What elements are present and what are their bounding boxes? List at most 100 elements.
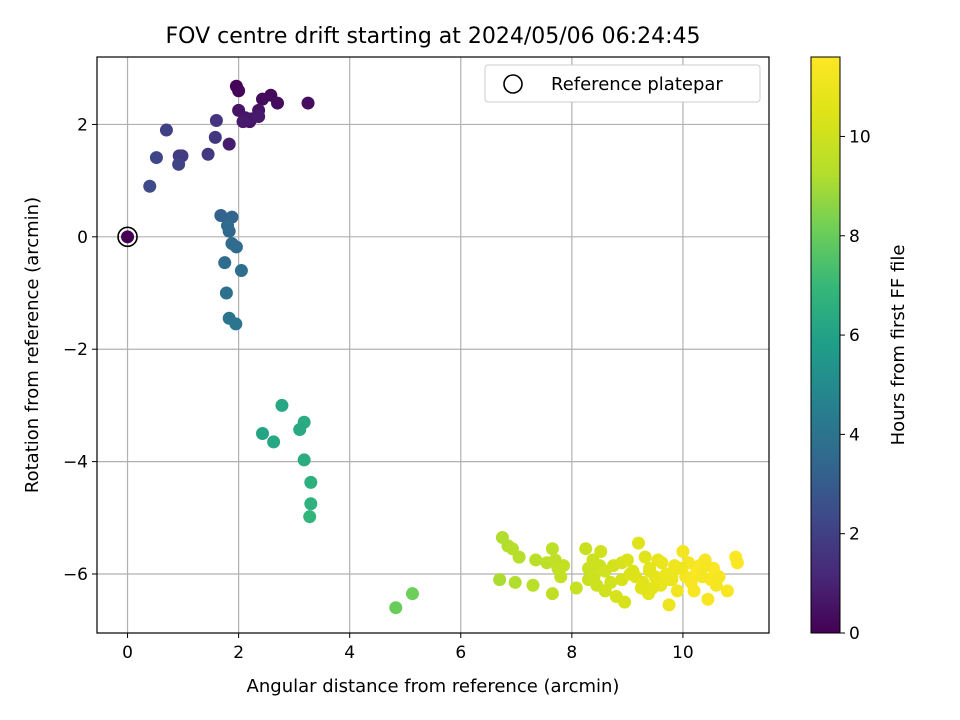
scatter-point [655,556,669,570]
scatter-point [730,556,744,570]
colorbar-ticks: 0 2 4 6 8 10 [840,127,871,644]
scatter-point [149,151,163,165]
scatter-point [529,553,543,567]
scatter-point [208,130,222,144]
scatter-point [512,550,526,564]
y-tick-label: −6 [63,565,88,585]
scatter-point [304,497,318,511]
scatter-point [676,545,690,559]
scatter-point [234,264,248,278]
scatter-point [587,570,601,584]
scatter-point [670,584,684,598]
scatter-point [695,570,709,584]
scatter-point [620,553,634,567]
scatter-point [675,561,689,575]
scatter-point [712,570,726,584]
scatter-point [389,601,403,615]
scatter-point [618,595,632,609]
reference-ring [117,226,138,248]
colorbar-tick-label: 6 [849,326,860,346]
scatter-point [221,219,235,233]
scatter-point [631,536,645,550]
colorbar-gradient [810,56,841,634]
scatter-point [662,598,676,612]
x-tick-label: 4 [344,643,355,663]
reference-point [121,230,135,244]
scatter-point [579,542,593,556]
scatter-point [557,559,571,573]
y-tick-label: 0 [77,228,88,248]
scatter-point [569,581,583,595]
scatter-point [623,567,637,581]
scatter-points [143,79,744,615]
legend-marker [503,74,523,94]
legend-box [484,64,761,103]
scatter-point [218,256,232,270]
scatter-point [554,570,568,584]
y-ticks: −6 −4 −2 0 2 [63,115,97,585]
scatter-point [229,240,243,254]
scatter-point [594,545,608,559]
colorbar-tick-label: 10 [849,127,871,147]
colorbar-tick-label: 2 [849,525,860,545]
x-tick-label: 8 [566,643,577,663]
scatter-point [229,317,243,331]
x-tick-label: 0 [122,643,133,663]
scatter-point [493,573,507,587]
scatter-point [275,398,289,412]
scatter-point [508,575,522,589]
scatter-point [701,592,715,606]
scatter-point [297,453,311,467]
scatter-point [256,92,270,106]
colorbar-tick-label: 8 [849,227,860,247]
scatter-point [303,510,317,524]
grid [97,57,769,633]
scatter-point [201,147,215,161]
colorbar-tick-label: 4 [849,425,860,445]
scatter-point [252,110,266,124]
scatter-point [720,584,734,598]
scatter-point [232,84,246,98]
y-tick-label: −4 [63,453,88,473]
scatter-point [301,96,315,110]
scatter-point [643,564,657,578]
scatter-point [219,286,233,300]
scatter-point [545,587,559,601]
scatter-point [256,427,270,441]
chart-title: FOV centre drift starting at 2024/05/06 … [166,24,701,49]
x-tick-label: 10 [672,643,694,663]
legend-entry: Reference platepar [551,74,723,95]
scatter-point [526,578,540,592]
scatter-point [304,475,318,489]
x-tick-label: 6 [455,643,466,663]
scatter-point [209,114,223,128]
scatter-point [699,559,713,573]
plot-frame [96,56,770,634]
scatter-point [293,423,307,437]
x-tick-label: 2 [233,643,244,663]
scatter-point [267,435,281,449]
scatter-point [638,550,652,564]
scatter-point [545,542,559,556]
y-tick-label: −2 [63,340,88,360]
scatter-point [662,573,676,587]
colorbar-label: Hours from first FF file [888,245,909,446]
scatter-point [270,96,284,110]
scatter-point [645,581,659,595]
scatter-point [634,581,648,595]
colorbar-tick-label: 0 [849,624,860,644]
scatter-point [172,157,186,171]
scatter-point [405,587,419,601]
scatter-point [222,137,236,151]
legend: Reference platepar [484,64,761,103]
colorbar: 0 2 4 6 8 10 Hours from first FF file [810,56,909,644]
scatter-point [598,564,612,578]
scatter-point [236,115,250,129]
scatter-point [604,575,618,589]
y-axis-label: Rotation from reference (arcmin) [22,197,43,493]
x-axis-label: Angular distance from reference (arcmin) [247,676,620,697]
x-ticks: 0 2 4 6 8 10 [122,633,694,663]
scatter-point [159,123,173,137]
scatter-point [143,179,157,193]
